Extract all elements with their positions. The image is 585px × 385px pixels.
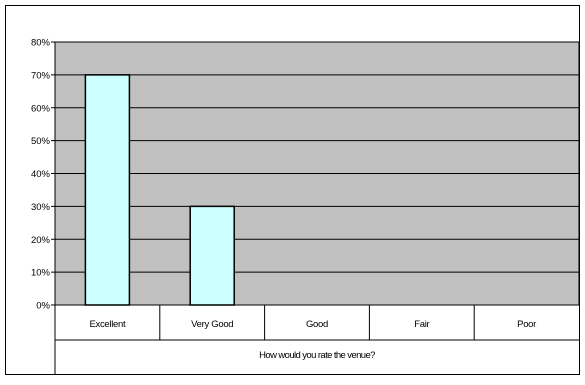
y-tick-label: 20% (31, 235, 51, 246)
bars (84, 74, 235, 306)
x-axis: Excellent Very Good Good Fair Poor (54, 305, 579, 374)
y-tick-label: 80% (31, 38, 51, 49)
y-tick-label: 40% (31, 169, 51, 180)
y-tick-label: 50% (31, 136, 51, 147)
x-tick-label: Fair (414, 319, 429, 330)
bar-very-good (189, 205, 235, 306)
x-tick-label: Excellent (89, 319, 126, 330)
gridlines (55, 74, 579, 273)
y-tick-label: 30% (31, 202, 51, 213)
y-axis: 0% 10% 20% 30% 40% 50% 60% 70% 80% (31, 38, 55, 312)
y-tick-label: 70% (31, 70, 51, 81)
x-tick-label: Poor (517, 319, 536, 330)
x-tick-label: Very Good (191, 319, 233, 330)
x-axis-title: How would you rate the venue? (259, 350, 375, 361)
bar-excellent (84, 74, 131, 306)
y-tick-label: 60% (31, 103, 51, 114)
x-tick-label: Good (306, 319, 328, 330)
y-tick-label: 0% (36, 301, 50, 312)
y-tick-label: 10% (31, 268, 51, 279)
